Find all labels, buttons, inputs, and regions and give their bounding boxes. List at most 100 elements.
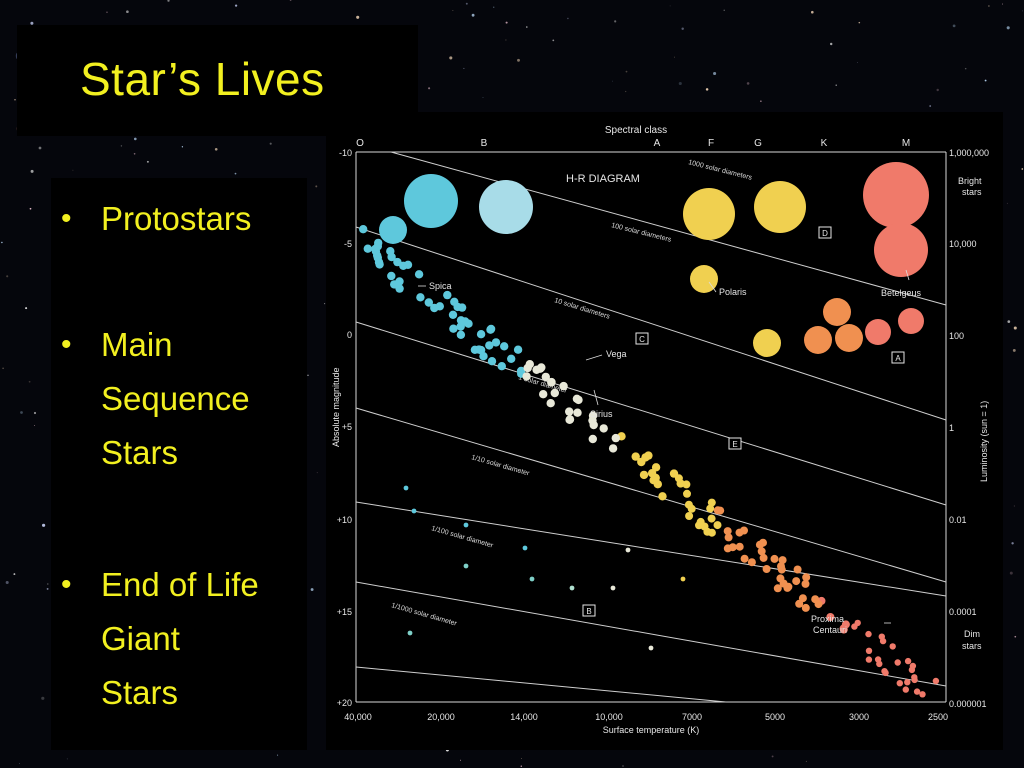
background-star: [1007, 320, 1011, 323]
background-star: [1011, 542, 1014, 545]
background-star: [133, 152, 136, 155]
main-sequence-star: [723, 527, 732, 536]
luminosity-tick: 0.000001: [949, 699, 987, 709]
white-dwarf-star: [411, 508, 417, 514]
region-box-c: [635, 332, 649, 345]
background-star: [1006, 202, 1008, 204]
background-star: [2, 367, 4, 370]
giant-star: [804, 326, 832, 354]
main-sequence-star: [740, 554, 749, 563]
main-sequence-star: [588, 411, 598, 420]
main-sequence-star: [435, 302, 444, 311]
spectral-class-o: O: [356, 138, 364, 149]
main-sequence-star: [608, 444, 618, 453]
main-sequence-star: [865, 630, 872, 638]
main-sequence-star: [387, 271, 396, 281]
background-star: [29, 207, 32, 210]
slide-title: Star’s Lives: [80, 53, 325, 105]
main-sequence-star: [651, 463, 661, 472]
background-star: [1013, 505, 1015, 507]
background-star: [14, 99, 16, 101]
temperature-tick: 3000: [849, 712, 869, 722]
luminosity-tick: 1: [949, 423, 954, 433]
background-star: [988, 5, 990, 7]
background-star: [517, 58, 520, 62]
giant-star: [874, 223, 928, 277]
plot-frame: [355, 151, 947, 703]
luminosity-tick: 0.01: [949, 515, 967, 525]
label-pointers: [418, 269, 910, 624]
spectral-class-k: K: [821, 138, 828, 149]
white-dwarf-star: [648, 645, 654, 651]
main-sequence-star: [802, 573, 811, 582]
background-star: [356, 15, 360, 19]
main-sequence-star: [474, 345, 484, 354]
main-sequence-star: [747, 558, 756, 567]
magnitude-tick: +15: [337, 607, 352, 617]
background-star: [146, 160, 149, 163]
background-star: [38, 146, 42, 150]
background-star: [25, 307, 28, 310]
giant-star: [683, 188, 735, 240]
main-sequence-star: [539, 390, 548, 399]
bright-stars-note: Bright: [958, 176, 982, 186]
main-sequence-star: [811, 595, 820, 604]
background-star: [713, 71, 717, 76]
title-box: Star’s Lives: [17, 25, 418, 136]
main-sequence-star: [776, 574, 785, 583]
background-star: [460, 759, 461, 761]
bullet-line: Sequence: [101, 380, 250, 417]
bullet-main-sequence: • Main Sequence Stars: [51, 318, 301, 480]
white-dwarf-star: [610, 585, 616, 591]
background-star: [66, 758, 68, 760]
main-sequence-star: [486, 325, 495, 334]
main-sequence-star: [881, 668, 888, 675]
giant-star: [754, 181, 806, 233]
radius-label-tenth: 1/10 solar diameter: [470, 454, 530, 477]
main-sequence-star: [375, 260, 384, 269]
bullet-line: Giant: [101, 620, 180, 657]
main-sequence-star: [896, 680, 903, 687]
white-dwarf-star: [407, 630, 413, 636]
main-sequence-star: [707, 514, 716, 523]
main-sequence-star: [363, 244, 372, 253]
main-sequence-star: [713, 521, 722, 530]
background-star: [771, 755, 774, 758]
diagram-title: H-R DIAGRAM: [566, 173, 640, 185]
main-sequence-star: [865, 647, 873, 654]
background-star: [936, 88, 939, 92]
main-sequence-star: [588, 434, 597, 444]
background-star: [1009, 571, 1013, 575]
background-star: [30, 169, 34, 173]
main-sequence-star: [707, 498, 716, 507]
region-label-a: A: [895, 354, 901, 363]
background-star: [929, 105, 932, 107]
main-sequence-star: [696, 517, 705, 526]
background-star: [520, 765, 523, 767]
background-star: [463, 67, 465, 69]
radius-label-1000: 1000 solar diameters: [688, 159, 754, 182]
main-sequence-star: [759, 553, 768, 562]
giant-star: [690, 265, 718, 293]
main-sequence-star: [911, 676, 918, 684]
star-label-vega: Vega: [606, 349, 627, 359]
temperature-tick: 20,000: [427, 712, 455, 722]
background-star: [964, 67, 967, 70]
giant-star: [865, 319, 891, 345]
temperature-tick: 2500: [928, 712, 948, 722]
main-sequence-star: [386, 247, 395, 256]
main-sequence-star: [728, 543, 737, 552]
main-sequence-star: [476, 330, 486, 339]
bullet-line: End of Life: [101, 566, 259, 603]
main-sequence-star: [523, 363, 532, 373]
main-sequence-star: [565, 407, 574, 416]
background-star: [277, 754, 279, 756]
temperature-tick: 10,000: [595, 712, 623, 722]
background-star: [614, 20, 617, 23]
main-sequence-star: [546, 399, 555, 408]
main-sequence-star: [399, 261, 408, 270]
background-star: [1, 241, 3, 244]
background-star: [452, 10, 454, 12]
temperature-tick: 5000: [765, 712, 785, 722]
background-star: [669, 5, 671, 7]
